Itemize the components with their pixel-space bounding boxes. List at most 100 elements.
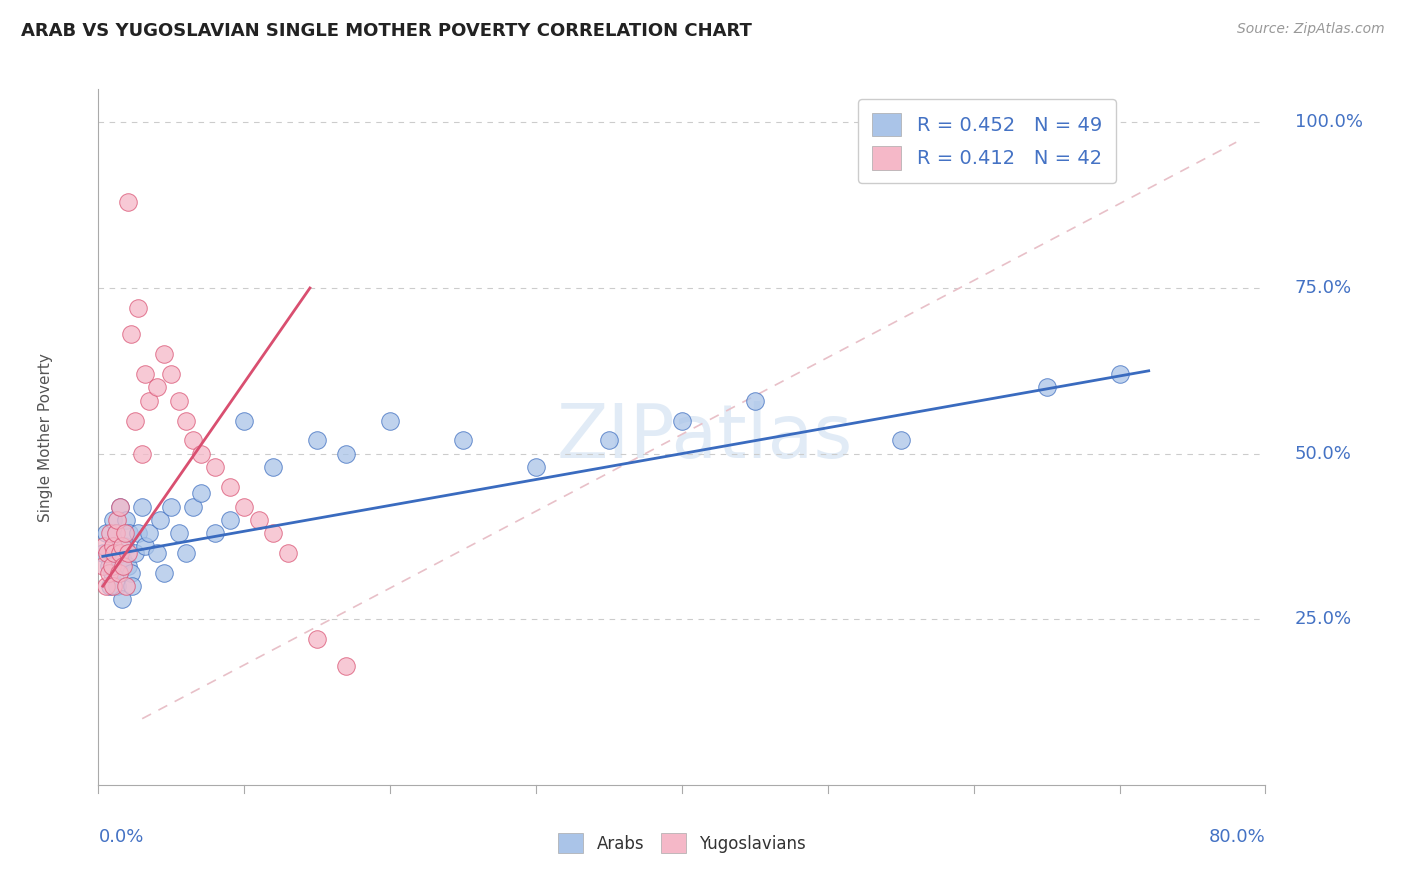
Point [233, 500, 256, 514]
Point [1035, 380, 1057, 394]
Point [112, 559, 135, 574]
Point [174, 413, 197, 427]
Point [110, 546, 132, 560]
Point [307, 632, 329, 647]
Point [167, 526, 190, 541]
Point [153, 347, 176, 361]
Point [104, 526, 127, 541]
Point [138, 393, 160, 408]
Point [218, 480, 240, 494]
Point [110, 500, 132, 514]
Point [104, 526, 127, 541]
Point [101, 579, 124, 593]
Text: ARAB VS YUGOSLAVIAN SINGLE MOTHER POVERTY CORRELATION CHART: ARAB VS YUGOSLAVIAN SINGLE MOTHER POVERT… [21, 22, 752, 40]
Point [100, 566, 122, 580]
Point [146, 546, 169, 560]
Point [134, 540, 156, 554]
Point [94, 579, 117, 593]
Point [108, 566, 131, 580]
Point [112, 552, 135, 566]
Point [97, 559, 120, 574]
Point [110, 500, 132, 514]
Point [117, 194, 139, 209]
Point [103, 546, 125, 560]
Point [138, 526, 160, 541]
Point [233, 413, 256, 427]
Point [335, 658, 357, 673]
Point [98, 579, 121, 593]
Point [120, 566, 142, 580]
Point [105, 513, 128, 527]
Point [101, 513, 124, 527]
Point [131, 447, 153, 461]
Text: Single Mother Poverty: Single Mother Poverty [38, 352, 53, 522]
Point [108, 566, 131, 580]
Point [121, 579, 143, 593]
Point [94, 526, 117, 541]
Point [105, 579, 128, 593]
Point [134, 367, 156, 381]
Point [190, 447, 212, 461]
Point [111, 592, 134, 607]
Point [124, 413, 146, 427]
Point [111, 540, 134, 554]
Point [101, 540, 124, 554]
Point [160, 367, 183, 381]
Point [115, 579, 138, 593]
Text: 75.0%: 75.0% [1295, 279, 1351, 297]
Point [204, 526, 226, 541]
Point [91, 546, 114, 560]
Point [127, 301, 149, 315]
Point [100, 559, 122, 574]
Text: 100.0%: 100.0% [1295, 113, 1362, 131]
Point [98, 526, 121, 541]
Point [127, 526, 149, 541]
Point [124, 546, 146, 560]
Point [120, 327, 142, 342]
Point [146, 380, 169, 394]
Point [262, 459, 284, 474]
Point [110, 546, 132, 560]
Point [167, 393, 190, 408]
Point [114, 540, 136, 554]
Point [218, 513, 240, 527]
Point [671, 413, 693, 427]
Point [101, 540, 124, 554]
Text: 80.0%: 80.0% [1209, 828, 1265, 846]
Point [247, 513, 270, 527]
Point [117, 559, 139, 574]
Point [149, 513, 172, 527]
Point [115, 513, 138, 527]
Point [93, 540, 115, 554]
Point [380, 413, 402, 427]
Point [181, 434, 204, 448]
Point [890, 434, 912, 448]
Point [277, 546, 299, 560]
Point [335, 447, 357, 461]
Legend: Arabs, Yugoslavians: Arabs, Yugoslavians [551, 827, 813, 860]
Text: Source: ZipAtlas.com: Source: ZipAtlas.com [1237, 22, 1385, 37]
Point [204, 459, 226, 474]
Text: 50.0%: 50.0% [1295, 444, 1351, 463]
Text: 25.0%: 25.0% [1295, 610, 1351, 628]
Point [307, 434, 329, 448]
Point [153, 566, 176, 580]
Point [1108, 367, 1130, 381]
Point [160, 500, 183, 514]
Point [744, 393, 766, 408]
Point [103, 552, 125, 566]
Point [96, 546, 118, 560]
Point [117, 546, 139, 560]
Point [114, 526, 136, 541]
Point [174, 546, 197, 560]
Point [131, 500, 153, 514]
Text: ZIPatlas: ZIPatlas [557, 401, 853, 474]
Point [262, 526, 284, 541]
Point [118, 526, 141, 541]
Point [181, 500, 204, 514]
Point [598, 434, 620, 448]
Point [524, 459, 547, 474]
Point [91, 559, 114, 574]
Point [451, 434, 474, 448]
Point [97, 566, 120, 580]
